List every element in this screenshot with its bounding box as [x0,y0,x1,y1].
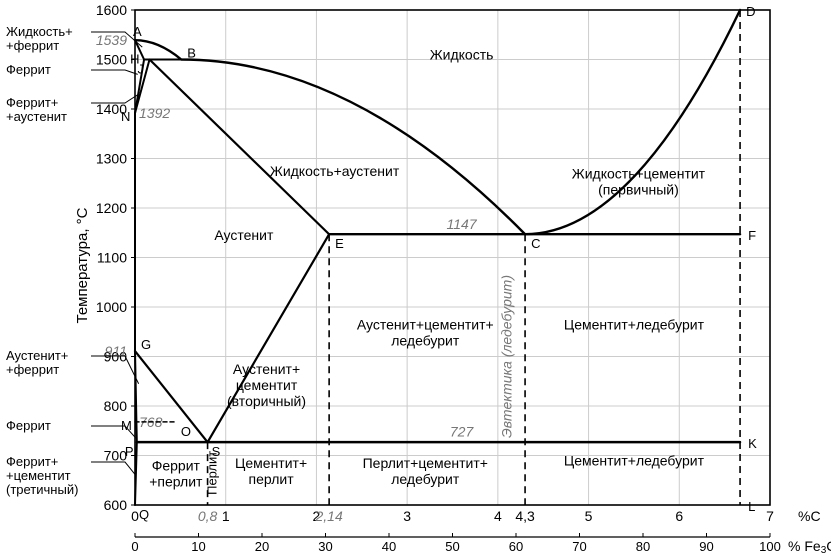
svg-text:5: 5 [585,508,593,524]
svg-text:Феррит+: Феррит+ [6,95,58,110]
svg-text:800: 800 [104,398,128,414]
svg-text:40: 40 [382,539,396,554]
svg-text:цементит: цементит [236,377,298,393]
svg-text:1200: 1200 [96,200,127,216]
svg-text:+аустенит: +аустенит [6,109,67,124]
svg-text:Перлит: Перлит [205,451,220,495]
svg-text:2,14: 2,14 [315,508,343,524]
svg-text:M: M [121,418,132,433]
svg-text:+перлит: +перлит [149,473,203,489]
svg-text:80: 80 [636,539,650,554]
svg-text:G: G [141,337,151,352]
svg-text:O: O [181,424,191,439]
svg-text:N: N [121,109,130,124]
svg-text:600: 600 [104,497,128,513]
svg-text:(третичный): (третичный) [6,482,78,497]
svg-text:(первичный): (первичный) [598,181,679,197]
svg-text:A: A [133,24,142,39]
svg-text:L: L [748,499,755,514]
svg-text:Цементит+ледебурит: Цементит+ледебурит [564,452,705,468]
svg-text:P: P [125,444,134,459]
svg-text:Жидкость+: Жидкость+ [6,24,73,39]
svg-text:Аустенит+: Аустенит+ [233,361,300,377]
svg-text:перлит: перлит [249,471,295,487]
svg-text:90: 90 [699,539,713,554]
svg-text:3: 3 [403,508,411,524]
svg-text:1147: 1147 [447,216,478,232]
svg-text:Цементит+ледебурит: Цементит+ледебурит [564,316,705,332]
svg-text:Жидкость: Жидкость [430,47,494,63]
svg-text:Жидкость+цементит: Жидкость+цементит [572,165,706,181]
svg-text:1392: 1392 [139,105,170,121]
svg-text:ледебурит: ледебурит [391,471,460,487]
svg-text:Феррит: Феррит [152,457,201,473]
svg-text:4,3: 4,3 [515,508,535,524]
svg-text:Перлит+цементит+: Перлит+цементит+ [363,455,488,471]
svg-text:Цементит+: Цементит+ [235,455,307,471]
svg-text:1539: 1539 [96,32,127,48]
svg-text:Феррит+: Феррит+ [6,454,58,469]
svg-text:Феррит: Феррит [6,62,51,77]
svg-text:Эвтектика (ледебурит): Эвтектика (ледебурит) [498,275,514,438]
svg-text:700: 700 [104,448,128,464]
svg-text:20: 20 [255,539,269,554]
svg-text:1100: 1100 [97,250,127,266]
svg-text:7: 7 [766,508,774,524]
svg-text:0: 0 [131,508,139,524]
svg-text:C: C [531,236,540,251]
svg-text:1300: 1300 [96,151,127,167]
svg-text:50: 50 [445,539,459,554]
svg-text:6: 6 [675,508,683,524]
svg-text:Q: Q [139,507,149,522]
svg-text:Аустенит: Аустенит [214,227,274,243]
svg-text:1600: 1600 [96,2,127,18]
svg-text:1500: 1500 [96,52,127,68]
svg-text:J: J [138,62,145,77]
svg-text:+феррит: +феррит [6,362,59,377]
svg-text:D: D [746,4,755,19]
svg-text:60: 60 [509,539,523,554]
svg-text:1: 1 [222,508,230,524]
svg-text:727: 727 [450,424,475,440]
svg-text:70: 70 [572,539,586,554]
svg-text:K: K [748,436,757,451]
svg-text:1000: 1000 [96,299,127,315]
svg-text:Температура, °С: Температура, °С [74,207,91,323]
svg-text:+цементит: +цементит [6,468,71,483]
svg-text:Аустенит+цементит+: Аустенит+цементит+ [357,316,494,332]
svg-text:(вторичный): (вторичный) [227,393,306,409]
svg-text:Феррит: Феррит [6,418,51,433]
svg-text:4: 4 [494,508,502,524]
svg-text:+феррит: +феррит [6,38,59,53]
svg-text:30: 30 [318,539,332,554]
svg-text:0: 0 [131,539,138,554]
svg-text:F: F [748,228,756,243]
svg-text:Аустенит+: Аустенит+ [6,348,68,363]
svg-text:%C: %C [798,508,821,524]
svg-text:Жидкость+аустенит: Жидкость+аустенит [270,163,400,179]
svg-text:911: 911 [105,343,127,359]
svg-text:E: E [335,236,344,251]
svg-text:0,8: 0,8 [198,508,218,524]
svg-text:ледебурит: ледебурит [391,332,460,348]
svg-text:10: 10 [191,539,205,554]
svg-text:100: 100 [759,539,781,554]
svg-text:B: B [187,46,196,61]
